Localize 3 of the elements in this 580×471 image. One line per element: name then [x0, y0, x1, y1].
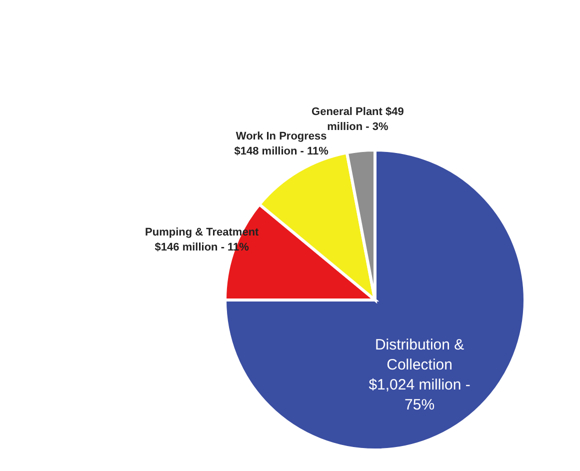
slice-label: Work In Progress $148 million - 11%: [234, 130, 329, 158]
slice-label: General Plant $49 million - 3%: [312, 106, 404, 133]
slice-label: Distribution & Collection $1,024 million - 75%: [368, 336, 470, 414]
